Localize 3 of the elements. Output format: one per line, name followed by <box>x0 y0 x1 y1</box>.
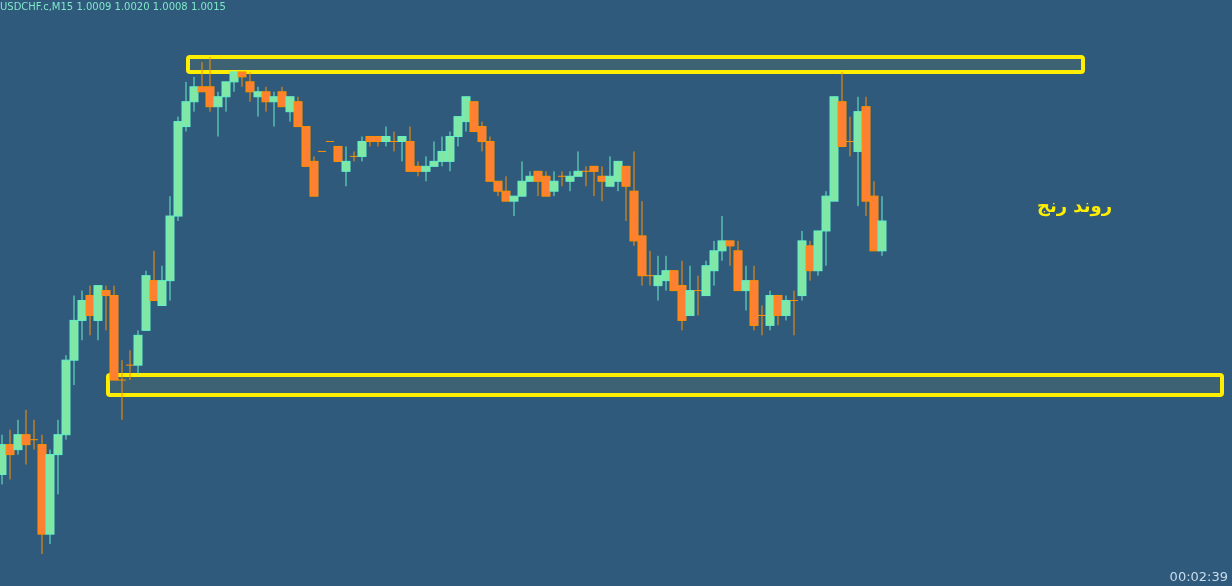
annotation: روند رنج <box>1036 195 1112 216</box>
annotation: 00:02:39 <box>1169 569 1228 584</box>
title: USDCHF.c,M15 1.0009 1.0020 1.0008 1.0015 <box>0 1 226 12</box>
